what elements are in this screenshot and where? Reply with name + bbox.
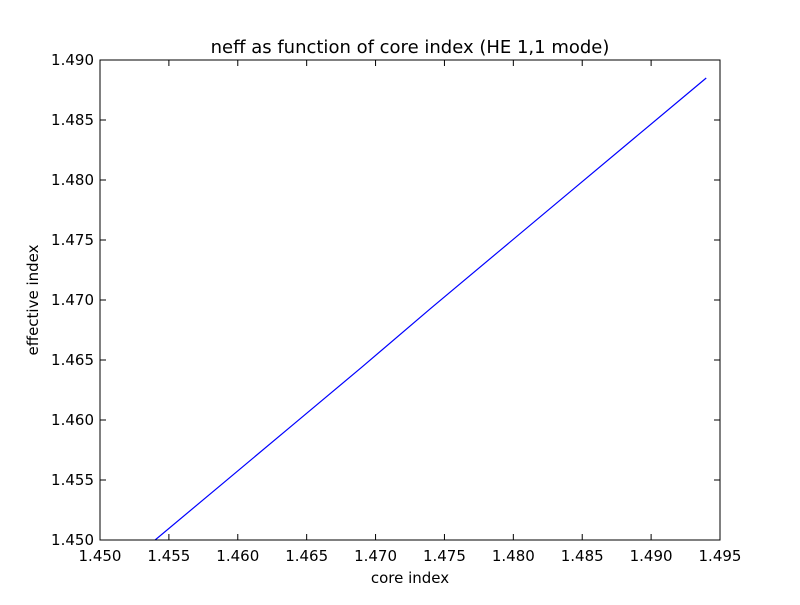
chart-title: neff as function of core index (HE 1,1 m…	[211, 37, 610, 58]
x-tick-label: 1.490	[630, 547, 673, 565]
ticks-layer: 1.450 1.455 1.460 1.465 1.470 1.475 1.480 1.485…	[51, 51, 741, 565]
x-tick-label: 1.460	[216, 547, 259, 565]
y-tick-label: 1.455	[51, 471, 94, 489]
x-tick-label: 1.465	[285, 547, 328, 565]
y-tick-label: 1.480	[51, 171, 94, 189]
x-tick-label: 1.470	[354, 547, 397, 565]
y-axis-label: effective index	[24, 244, 42, 355]
y-tick-label: 1.450	[51, 531, 94, 549]
y-tick-label: 1.490	[51, 51, 94, 69]
y-tick-label: 1.460	[51, 411, 94, 429]
y-tick-label: 1.475	[51, 231, 94, 249]
series-line	[154, 77, 707, 540]
x-tick-label: 1.485	[561, 547, 604, 565]
x-tick-label: 1.455	[147, 547, 190, 565]
y-tick-label: 1.465	[51, 351, 94, 369]
x-axis-label: core index	[371, 569, 449, 587]
series-layer	[154, 77, 707, 540]
x-tick-label: 1.480	[492, 547, 535, 565]
y-tick-label: 1.470	[51, 291, 94, 309]
y-tick-label: 1.485	[51, 111, 94, 129]
x-tick-label: 1.495	[699, 547, 742, 565]
x-tick-label: 1.450	[79, 547, 122, 565]
x-tick-label: 1.475	[423, 547, 466, 565]
plot-frame	[99, 59, 721, 541]
